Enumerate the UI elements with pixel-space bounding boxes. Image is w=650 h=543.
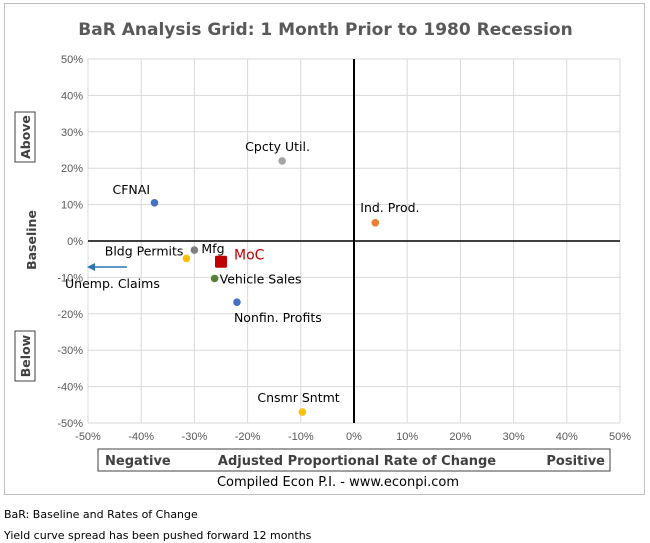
point-labels: Cpcty Util. CFNAI Ind. Prod. Mfg Bldg Permit… <box>105 139 420 405</box>
y-tick-label: -50% <box>57 418 83 430</box>
data-point-cnsmr-sntmt <box>298 408 307 416</box>
y-tick-label: 40% <box>61 90 83 102</box>
x-tick-label: -40% <box>128 431 154 443</box>
y-tick-label: -20% <box>57 309 83 321</box>
x-tick-label: -10% <box>288 431 314 443</box>
x-tick-label: 10% <box>396 431 418 443</box>
credit-text: Compiled Econ P.I. - www.econpi.com <box>217 475 459 490</box>
footnote-2: Yield curve spread has been pushed forwa… <box>4 529 312 542</box>
x-tick-label: 20% <box>449 431 471 443</box>
footnote-1: BaR: Baseline and Rates of Change <box>4 508 198 521</box>
x-tick-label: 40% <box>556 431 578 443</box>
arrow-label: Unemp. Claims <box>65 276 160 291</box>
point-label-cnsmr-sntmt: Cnsmr Sntmt <box>257 390 339 405</box>
below-label-group: Below <box>14 330 36 382</box>
y-tick-label: 0% <box>67 236 83 248</box>
point-label-nonfin-profits: Nonfin. Profits <box>234 310 322 325</box>
x-axis-label-box: Negative Adjusted Proportional Rate of C… <box>97 448 611 472</box>
data-point-nonfin-profits <box>233 298 241 306</box>
x-tick-label: 0% <box>346 431 362 443</box>
tick-labels: -50% -40% -30% -20% -10% 0% 10% 20% 30% 40% 50% 50%… <box>57 54 631 443</box>
y-tick-label: 30% <box>61 127 83 139</box>
point-label-bldg-permits: Bldg Permits <box>105 243 184 258</box>
x-tick-label: -50% <box>75 431 101 443</box>
ylabel-above: Above <box>18 115 33 159</box>
axes <box>88 59 620 423</box>
above-label-group: Above <box>14 111 36 163</box>
data-point-bldg-permits <box>182 254 191 263</box>
scatter-chart: -50% -40% -30% -20% -10% 0% 10% 20% 30% 40% 50% 50%… <box>14 54 631 490</box>
data-point-mfg <box>190 246 199 254</box>
ylabel-below: Below <box>18 334 33 377</box>
unemp-claims-arrow <box>87 263 127 271</box>
xlabel-positive: Positive <box>546 454 605 469</box>
data-point-cfnai <box>150 198 159 207</box>
chart-title: BaR Analysis Grid: 1 Month Prior to 1980… <box>78 20 573 40</box>
moc-label: MoC <box>234 248 265 264</box>
x-tick-label: 50% <box>609 431 631 443</box>
y-tick-label: -30% <box>57 345 83 357</box>
point-label-vehicle-sales: Vehicle Sales <box>220 271 302 286</box>
y-tick-label: 20% <box>61 163 83 175</box>
data-points <box>150 157 380 416</box>
chart-frame: BaR Analysis Grid: 1 Month Prior to 1980… <box>4 3 645 495</box>
point-label-ind-prod: Ind. Prod. <box>360 200 419 215</box>
moc-marker <box>215 255 227 268</box>
xlabel-negative: Negative <box>105 454 171 469</box>
x-tick-label: 30% <box>503 431 525 443</box>
y-tick-label: 50% <box>61 54 83 66</box>
point-label-mfg: Mfg <box>201 241 224 256</box>
x-tick-label: -30% <box>182 431 208 443</box>
point-label-cfnai: CFNAI <box>113 182 151 197</box>
y-tick-label: -40% <box>57 382 83 394</box>
xlabel-center: Adjusted Proportional Rate of Change <box>218 454 496 469</box>
x-tick-label: -20% <box>235 431 261 443</box>
ylabel-baseline: Baseline <box>24 210 39 270</box>
data-point-ind-prod <box>371 219 380 227</box>
data-point-cpcty-util <box>278 157 286 165</box>
y-tick-label: 10% <box>61 200 83 212</box>
y-tick-label: -10% <box>57 272 83 284</box>
point-label-cpcty-util: Cpcty Util. <box>245 139 310 154</box>
data-point-vehicle-sales <box>210 274 219 283</box>
